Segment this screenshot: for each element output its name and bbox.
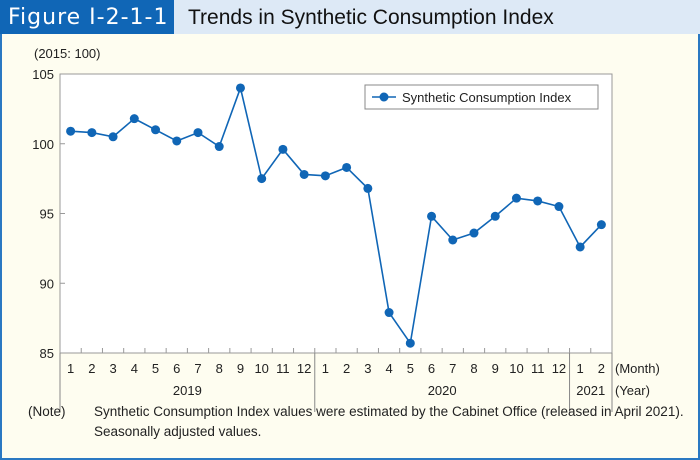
- x-tick-label: 8: [470, 361, 477, 376]
- year-label: 2020: [428, 383, 457, 398]
- note-label: (Note): [28, 404, 66, 419]
- x-tick-label: 12: [552, 361, 566, 376]
- data-point: [448, 235, 458, 245]
- x-tick-label: 10: [509, 361, 523, 376]
- x-tick-label: 7: [194, 361, 201, 376]
- data-point: [405, 338, 415, 348]
- x-tick-label: 3: [109, 361, 116, 376]
- x-tick-label: 8: [216, 361, 223, 376]
- data-point: [108, 132, 118, 142]
- x-tick-label: 9: [492, 361, 499, 376]
- data-point: [511, 193, 521, 203]
- y-tick-label: 100: [32, 137, 54, 152]
- data-point: [151, 125, 161, 135]
- x-tick-label: 11: [531, 361, 545, 376]
- x-tick-label: 2: [343, 361, 350, 376]
- year-label: 2021: [576, 383, 605, 398]
- data-point: [342, 162, 352, 172]
- x-tick-label: 6: [173, 361, 180, 376]
- data-point: [384, 308, 394, 318]
- data-point: [490, 211, 500, 221]
- data-point: [278, 144, 288, 154]
- x-tick-label: 4: [131, 361, 138, 376]
- data-point: [214, 142, 224, 152]
- data-point: [427, 211, 437, 221]
- x-label-year: (Year): [615, 383, 650, 398]
- x-label-month: (Month): [615, 361, 660, 376]
- x-tick-label: 10: [254, 361, 268, 376]
- figure-title: Trends in Synthetic Consumption Index: [188, 6, 554, 29]
- year-label: 2019: [173, 383, 202, 398]
- data-point: [320, 171, 330, 181]
- plot-area: [59, 73, 613, 354]
- figure-header: Figure I-2-1-1 Trends in Synthetic Consu…: [0, 0, 700, 36]
- legend: Synthetic Consumption Index: [364, 84, 599, 110]
- x-tick-label: 1: [577, 361, 584, 376]
- data-point: [363, 183, 373, 193]
- data-point: [469, 228, 479, 238]
- data-point: [257, 174, 267, 184]
- note-text: Synthetic Consumption Index values were …: [94, 404, 684, 439]
- x-tick-label: 11: [276, 361, 290, 376]
- legend-marker: [379, 92, 389, 102]
- data-point: [66, 126, 76, 136]
- x-tick-label: 2: [598, 361, 605, 376]
- legend-label: Synthetic Consumption Index: [402, 90, 572, 105]
- data-point: [172, 136, 182, 146]
- x-tick-label: 12: [297, 361, 311, 376]
- data-point: [596, 220, 606, 230]
- data-point: [299, 169, 309, 179]
- x-tick-label: 4: [385, 361, 392, 376]
- x-tick-label: 1: [322, 361, 329, 376]
- x-tick-label: 3: [364, 361, 371, 376]
- x-tick-label: 1: [67, 361, 74, 376]
- data-point: [129, 114, 139, 124]
- x-tick-label: 5: [407, 361, 414, 376]
- y-tick-label: 105: [32, 67, 54, 82]
- data-point: [235, 83, 245, 93]
- x-tick-label: 7: [449, 361, 456, 376]
- y-tick-label: 85: [40, 346, 54, 361]
- y-tick-label: 95: [40, 207, 54, 222]
- unit-label: (2015: 100): [34, 46, 101, 61]
- x-tick-label: 2: [88, 361, 95, 376]
- x-tick-label: 5: [152, 361, 159, 376]
- x-tick-label: 9: [237, 361, 244, 376]
- y-tick-label: 90: [40, 276, 54, 291]
- data-point: [554, 202, 564, 212]
- data-point: [87, 128, 97, 138]
- data-point: [193, 128, 203, 138]
- figure-label: Figure I-2-1-1: [0, 0, 174, 36]
- data-point: [575, 242, 585, 252]
- x-tick-label: 6: [428, 361, 435, 376]
- data-point: [533, 196, 543, 206]
